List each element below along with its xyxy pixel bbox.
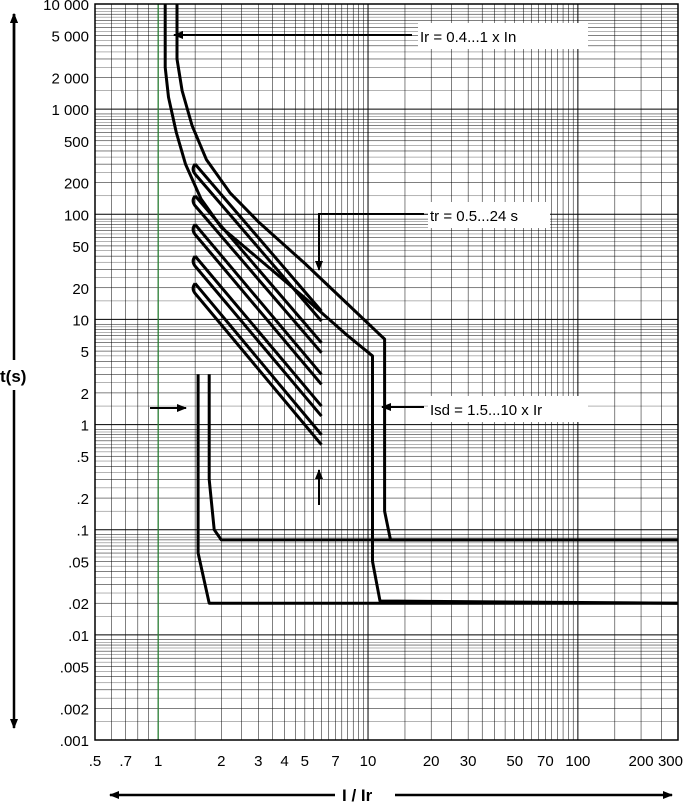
y-tick-label: .01: [68, 628, 89, 645]
x-tick-label: 30: [460, 753, 477, 770]
y-tick-label: 2 000: [51, 70, 89, 87]
annotation-isd: Isd = 1.5...10 x Ir: [430, 402, 542, 419]
x-tick-label: 100: [565, 753, 590, 770]
y-tick-label: .5: [76, 449, 89, 466]
annotation-tr: tr = 0.5...24 s: [430, 208, 518, 225]
curve-3: [196, 374, 678, 605]
y-tick-label: 2: [81, 386, 89, 403]
y-tick-label: 5 000: [51, 29, 89, 46]
curve-4: [207, 374, 678, 542]
grid: [94, 4, 679, 741]
tr-band-2: [191, 194, 323, 354]
y-tick-label: 50: [72, 239, 89, 256]
y-tick-label: 10: [72, 312, 89, 329]
x-tick-label: 300: [658, 753, 683, 770]
x-tick-label: .7: [119, 753, 132, 770]
x-tick-labels: .5 .7 1 2 3 4 5 7 10 20 30 50 70 100 200 300: [89, 753, 683, 770]
y-tick-label: 20: [72, 281, 89, 298]
y-tick-label: 10 000: [43, 0, 89, 14]
y-tick-label: 5: [81, 344, 89, 361]
x-tick-label: 70: [537, 753, 554, 770]
y-tick-label: .2: [76, 491, 89, 508]
tr-band-4: [191, 255, 323, 418]
y-tick-label: 1 000: [51, 102, 89, 119]
y-tick-label: .005: [60, 660, 89, 677]
x-tick-label: 5: [301, 753, 309, 770]
y-tick-label: .05: [68, 554, 89, 571]
y-tick-label: 500: [64, 134, 89, 151]
annotation-ir-box: [418, 23, 588, 49]
annotation-isd-box: [428, 396, 588, 422]
x-tick-label: 10: [360, 753, 377, 770]
annotation-tr-box: [428, 202, 550, 228]
x-axis-title: I / Ir: [342, 786, 373, 805]
y-tick-label: 200: [64, 176, 89, 193]
curves: [163, 4, 679, 605]
x-tick-label: 2: [217, 753, 225, 770]
tr-band-5: [191, 282, 323, 446]
y-tick-labels: 10 000 5 000 2 000 1 000 500 200 100 50 20 10 5 2 1.…: [43, 0, 89, 750]
curve-2: [175, 4, 678, 542]
y-tick-label: .002: [60, 701, 89, 718]
y-tick-label: 1: [81, 418, 89, 435]
x-tick-label: 4: [280, 753, 288, 770]
y-tick-label: .001: [60, 733, 89, 750]
tr-band-3: [191, 223, 323, 386]
annotation-tr-arrow-top: [315, 213, 424, 271]
x-tick-label: 7: [331, 753, 339, 770]
annotation-ir: Ir = 0.4...1 x In: [420, 29, 516, 46]
tr-band-1: [191, 163, 323, 323]
tr-bands: [191, 163, 323, 446]
y-tick-label: .1: [76, 523, 89, 540]
x-tick-label: .5: [89, 753, 102, 770]
y-axis-title: t(s): [0, 367, 26, 386]
y-tick-label: 100: [64, 207, 89, 224]
x-tick-label: 50: [506, 753, 523, 770]
x-tick-label: 3: [254, 753, 262, 770]
plot-frame: [94, 3, 679, 741]
x-tick-label: 200: [629, 753, 654, 770]
curve-1: [163, 4, 679, 605]
x-tick-label: 1: [154, 753, 162, 770]
x-tick-label: 20: [423, 753, 440, 770]
y-tick-label: .02: [68, 596, 89, 613]
